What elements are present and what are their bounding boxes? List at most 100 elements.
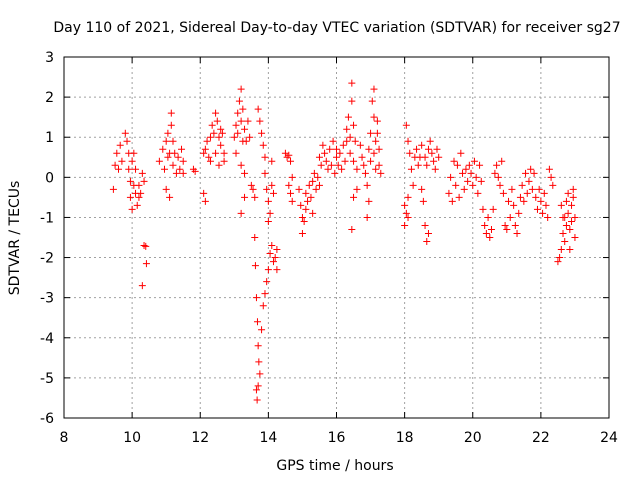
data-point [249, 185, 257, 193]
data-point [234, 109, 242, 117]
data-point [297, 201, 305, 209]
data-point [544, 213, 552, 221]
data-point [247, 181, 255, 189]
data-point [232, 121, 240, 129]
data-point [537, 197, 545, 205]
data-point [234, 129, 242, 137]
data-point [264, 266, 272, 274]
data-point [315, 153, 323, 161]
data-point [487, 225, 495, 233]
data-point [256, 370, 264, 378]
data-point [116, 141, 124, 149]
data-point [527, 165, 535, 173]
x-tick-label: 16 [328, 430, 346, 446]
data-point [169, 161, 177, 169]
data-point [350, 193, 358, 201]
data-point [479, 205, 487, 213]
data-point [331, 169, 339, 177]
data-point [160, 165, 168, 173]
data-point [210, 129, 218, 137]
data-point [254, 105, 262, 113]
x-tick-label: 18 [396, 430, 414, 446]
data-point [317, 161, 325, 169]
data-point [346, 149, 354, 157]
data-point [310, 169, 318, 177]
data-point [206, 133, 214, 141]
data-point [264, 217, 272, 225]
data-point [566, 225, 574, 233]
data-point [268, 181, 276, 189]
data-point [372, 137, 380, 145]
data-point [404, 213, 412, 221]
data-point [481, 221, 489, 229]
x-axis-label: GPS time / hours [276, 458, 393, 474]
data-point [469, 181, 477, 189]
data-point [309, 209, 317, 217]
data-point [253, 318, 261, 326]
data-point [424, 229, 432, 237]
data-point [200, 149, 208, 157]
data-point [329, 137, 337, 145]
data-point [505, 197, 513, 205]
data-point [368, 97, 376, 105]
data-point [339, 141, 347, 149]
data-point [115, 165, 122, 173]
data-point [215, 133, 223, 141]
data-point [253, 396, 261, 404]
data-point [460, 185, 468, 193]
data-point [515, 209, 523, 217]
data-point [373, 129, 381, 137]
data-point [302, 189, 310, 197]
y-tick-label: -1 [40, 210, 54, 226]
data-point [453, 161, 461, 169]
data-point [239, 105, 247, 113]
data-point [206, 157, 214, 165]
data-point [241, 193, 249, 201]
data-point [273, 266, 281, 274]
data-point [568, 217, 576, 225]
data-point [212, 149, 220, 157]
y-tick-label: 1 [45, 130, 54, 146]
data-point [261, 290, 269, 298]
data-point [547, 173, 555, 181]
data-point [126, 177, 134, 185]
data-point [324, 165, 332, 173]
data-point [423, 238, 431, 246]
y-tick-label: -6 [40, 411, 54, 427]
data-point [367, 157, 375, 165]
data-point [111, 161, 119, 169]
data-point [498, 157, 506, 165]
data-point [237, 161, 245, 169]
data-point [287, 189, 295, 197]
data-point [138, 282, 146, 290]
data-point [523, 189, 531, 197]
x-tick-label: 14 [259, 430, 277, 446]
y-tick-label: 2 [45, 90, 54, 106]
data-point [252, 294, 260, 302]
data-point [373, 117, 381, 125]
data-point [125, 165, 133, 173]
data-point [568, 201, 576, 209]
data-point [230, 133, 238, 141]
data-point [191, 167, 199, 175]
data-point [356, 141, 364, 149]
data-point [305, 181, 313, 189]
data-point [413, 145, 421, 153]
x-tick-label: 24 [600, 430, 618, 446]
data-point [334, 161, 342, 169]
data-point [540, 189, 548, 197]
data-point [361, 169, 369, 177]
data-point [172, 169, 180, 177]
x-tick-label: 12 [191, 430, 209, 446]
data-point [258, 326, 266, 334]
data-point [255, 358, 263, 366]
data-point [118, 157, 126, 165]
data-point [499, 189, 507, 197]
data-point [363, 213, 371, 221]
data-point [298, 229, 306, 237]
data-point [254, 342, 262, 350]
data-point [484, 213, 492, 221]
data-point [428, 149, 436, 157]
y-tick-label: -2 [40, 251, 54, 267]
data-point [564, 189, 572, 197]
